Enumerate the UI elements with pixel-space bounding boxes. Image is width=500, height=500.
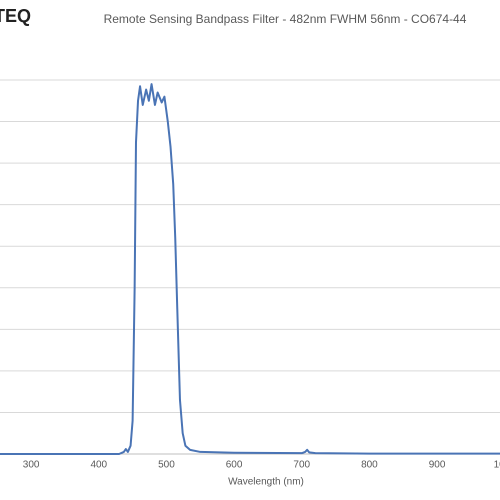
x-axis-label: Wavelength (nm) [228,477,304,488]
x-tick-label: 400 [90,460,107,471]
logo: TEQ [0,6,31,26]
data-line [0,83,500,455]
x-tick-label: 300 [23,460,40,471]
x-tick-label: 700 [293,460,310,471]
chart-title: Remote Sensing Bandpass Filter - 482nm F… [104,12,467,26]
x-tick-label: 600 [226,460,243,471]
x-tick-label: 500 [158,460,175,471]
x-tick-label: 1000 [494,460,500,471]
x-tick-label: 900 [429,460,446,471]
x-tick-label: 800 [361,460,378,471]
